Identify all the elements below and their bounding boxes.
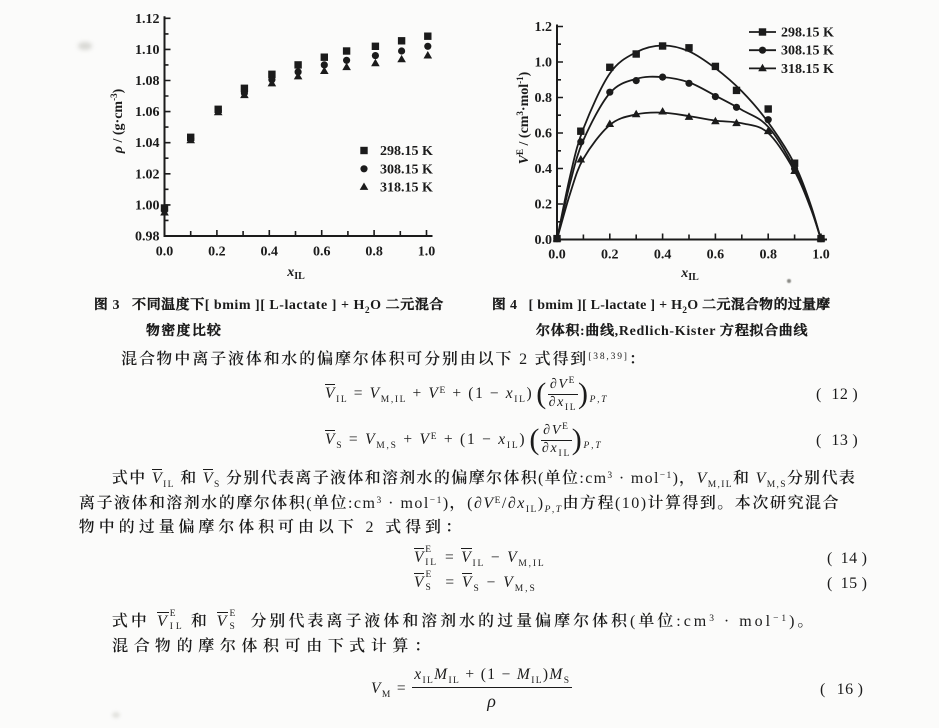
svg-text:0.6: 0.6 — [707, 248, 725, 263]
svg-text:0.4: 0.4 — [535, 162, 553, 177]
svg-text:0.98: 0.98 — [135, 230, 160, 245]
svg-text:308.15 K: 308.15 K — [781, 44, 834, 59]
svg-text:0.2: 0.2 — [208, 245, 226, 260]
svg-text:0.0: 0.0 — [535, 233, 553, 248]
svg-text:1.08: 1.08 — [135, 74, 160, 89]
svg-text:1.0: 1.0 — [812, 248, 830, 263]
svg-text:298.15 K: 298.15 K — [781, 26, 834, 41]
svg-text:1.0: 1.0 — [535, 56, 553, 71]
svg-text:318.15 K: 318.15 K — [781, 62, 834, 77]
svg-text:1.02: 1.02 — [135, 167, 160, 182]
svg-text:0.8: 0.8 — [759, 248, 777, 263]
svg-text:308.15 K: 308.15 K — [380, 162, 433, 177]
svg-text:1.2: 1.2 — [535, 20, 553, 35]
svg-text:1.0: 1.0 — [418, 245, 436, 260]
svg-text:ρ / (g·cm-3): ρ / (g·cm-3) — [109, 88, 126, 154]
svg-text:1.12: 1.12 — [135, 12, 160, 27]
svg-text:0.0: 0.0 — [548, 248, 566, 263]
svg-text:1.10: 1.10 — [135, 43, 160, 58]
svg-text:1.00: 1.00 — [135, 198, 160, 213]
svg-text:0.6: 0.6 — [313, 245, 331, 260]
svg-text:318.15 K: 318.15 K — [380, 181, 433, 196]
svg-text:0.8: 0.8 — [365, 245, 383, 260]
svg-text:0.2: 0.2 — [535, 198, 553, 213]
svg-text:0.4: 0.4 — [261, 245, 279, 260]
svg-text:0.8: 0.8 — [535, 91, 553, 106]
svg-text:VE / (cm3·mol-1): VE / (cm3·mol-1) — [515, 71, 532, 164]
svg-text:0.0: 0.0 — [156, 245, 174, 260]
svg-text:1.06: 1.06 — [135, 105, 160, 120]
svg-text:0.2: 0.2 — [601, 248, 619, 263]
svg-text:1.04: 1.04 — [135, 136, 160, 151]
svg-text:0.6: 0.6 — [535, 127, 553, 142]
svg-text:0.4: 0.4 — [654, 248, 672, 263]
svg-text:298.15 K: 298.15 K — [380, 144, 433, 159]
svg-text:xIL: xIL — [286, 265, 305, 282]
svg-text:xIL: xIL — [680, 266, 699, 283]
